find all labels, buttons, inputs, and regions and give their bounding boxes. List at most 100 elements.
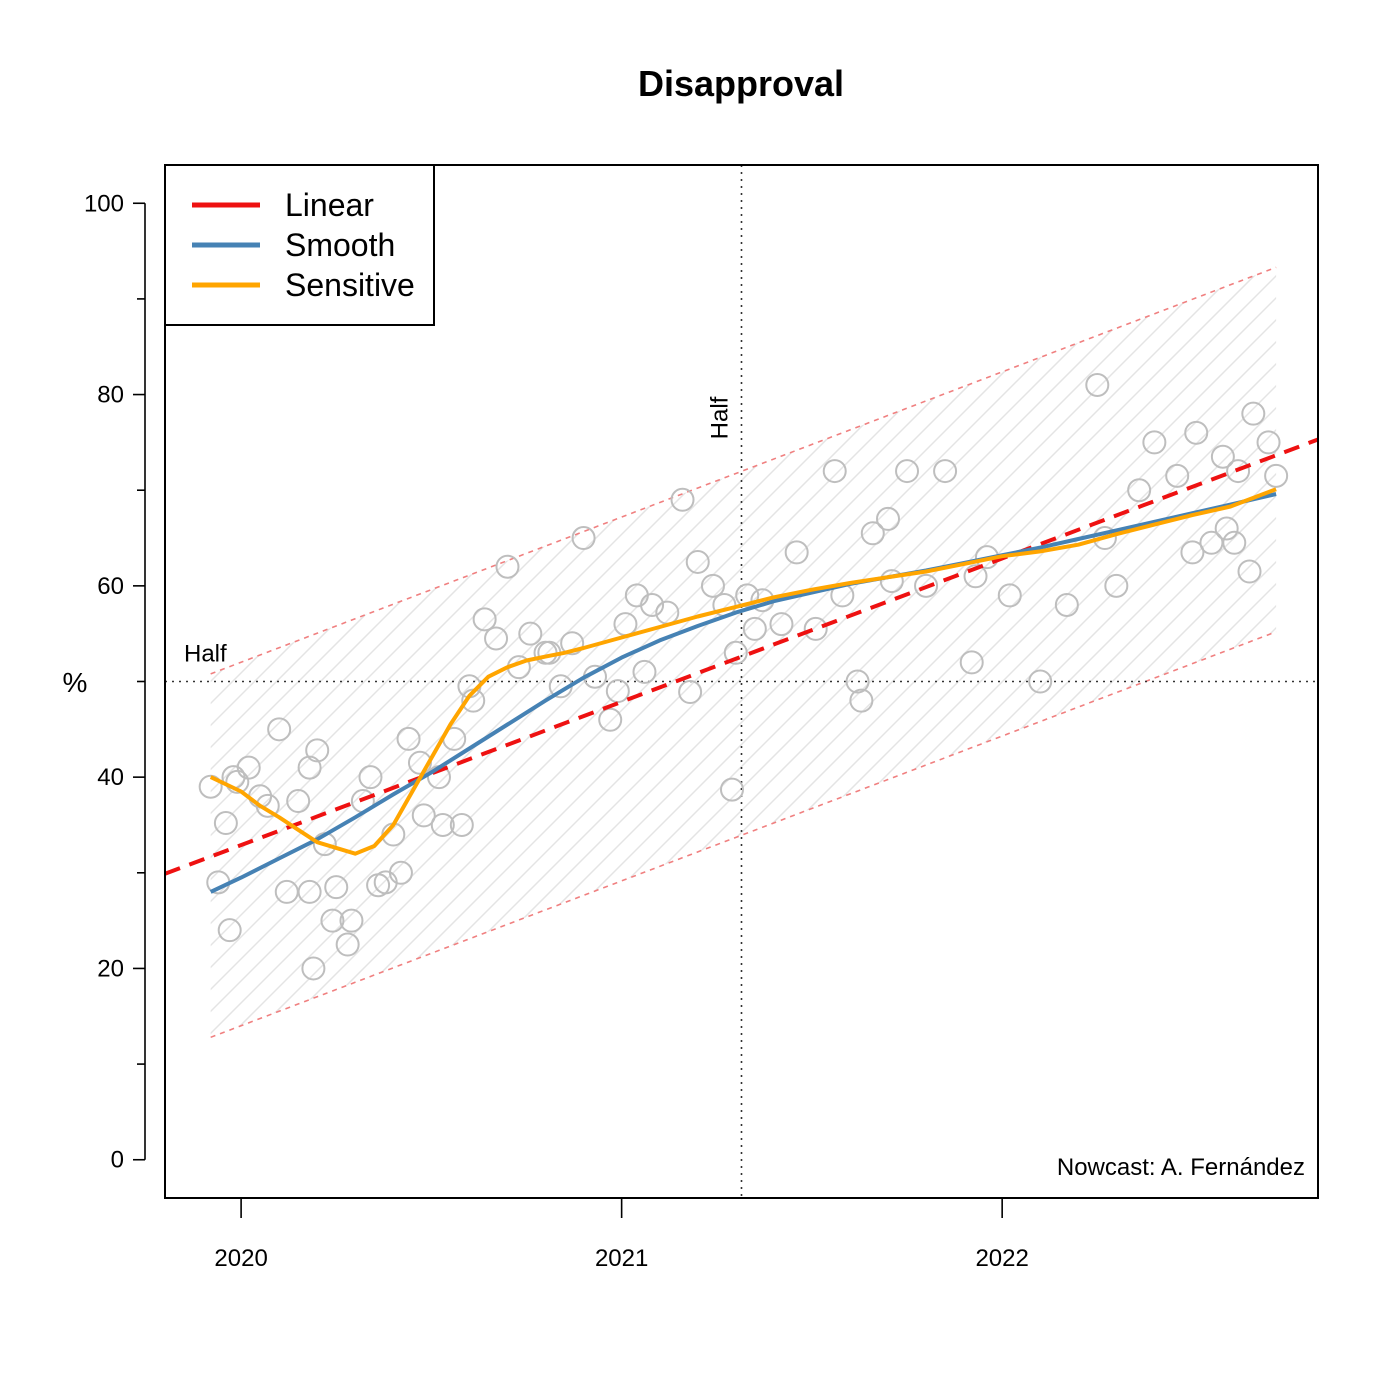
hatch-line — [210, 267, 1277, 1038]
hatch-line — [210, 267, 1277, 1038]
hatch-line — [251, 267, 1277, 1038]
hatch-line — [383, 267, 1277, 1038]
hatch-line — [559, 267, 1277, 1038]
poll-point — [1222, 530, 1247, 555]
band-lower-bound — [210, 631, 1277, 1039]
trend-lines — [165, 437, 1318, 894]
hatch-line — [210, 267, 937, 1038]
poll-point — [286, 789, 311, 814]
hatch-line — [295, 267, 1277, 1038]
poll-point — [411, 803, 436, 828]
poll-point — [1104, 573, 1129, 598]
poll-point — [895, 459, 920, 484]
poll-point — [735, 583, 760, 608]
poll-point — [860, 521, 885, 546]
hatch-line — [867, 267, 1277, 1038]
hatch-line — [210, 267, 1245, 1038]
y-tick-label: 80 — [97, 382, 124, 409]
series-line-linear — [165, 437, 1318, 876]
legend-box — [164, 164, 435, 326]
poll-point — [1264, 463, 1289, 488]
hatch-line — [210, 267, 1135, 1038]
hatch-line — [210, 267, 1277, 1038]
hatch-line — [210, 267, 1277, 1038]
y-tick-label: 20 — [97, 955, 124, 982]
hatch-line — [427, 267, 1277, 1038]
hatch-line — [1374, 0, 1400, 1300]
hatch-line — [210, 267, 1267, 1038]
hatch-line — [405, 267, 1277, 1038]
hatch-line — [1396, 0, 1400, 1300]
hatch-line — [493, 267, 1277, 1038]
hatch-line — [229, 267, 1277, 1038]
poll-point — [845, 669, 870, 694]
hatch-line — [210, 267, 1201, 1038]
hatch-line — [1043, 267, 1277, 1038]
half-vertical-label: Half — [707, 396, 734, 439]
legend-label-sensitive: Sensitive — [285, 267, 415, 303]
poll-point — [1127, 478, 1152, 503]
hatch-line — [1241, 267, 1277, 1038]
poll-point — [613, 612, 638, 637]
poll-point — [1184, 420, 1209, 445]
hatch-line — [210, 267, 959, 1038]
x-tick-label: 2022 — [975, 1245, 1028, 1272]
hatch-line — [210, 267, 1047, 1038]
hatch-line — [210, 267, 1091, 1038]
hatch-line — [779, 267, 1277, 1038]
poll-point — [217, 918, 242, 943]
hatch-line — [361, 267, 1277, 1038]
poll-point — [700, 573, 725, 598]
poll-point — [914, 573, 939, 598]
hatch-line — [317, 267, 1277, 1038]
poll-point — [784, 540, 809, 565]
hatch-line — [210, 267, 1113, 1038]
poll-point — [430, 812, 455, 837]
poll-point — [297, 879, 322, 904]
poll-point — [373, 870, 398, 895]
hatch-line — [210, 267, 1277, 1038]
poll-point — [1165, 463, 1190, 488]
hatch-line — [210, 267, 981, 1038]
y-tick-label: 100 — [84, 190, 124, 217]
poll-point — [632, 659, 657, 684]
hatch-line — [1109, 267, 1277, 1038]
poll-point — [358, 765, 383, 790]
hatch-line — [1087, 267, 1277, 1038]
hatch-line — [210, 267, 1025, 1038]
poll-point — [670, 487, 695, 512]
legend: Linear Smooth Sensitive — [164, 164, 435, 326]
legend-label-linear: Linear — [285, 187, 374, 223]
poll-point — [571, 526, 596, 551]
half-horizontal-label: Half — [184, 641, 227, 668]
hatch-line — [955, 267, 1277, 1038]
poll-point — [803, 616, 828, 641]
poll-point — [598, 707, 623, 732]
poll-point — [1237, 559, 1262, 584]
poll-point — [1210, 444, 1235, 469]
series-line-smooth — [209, 492, 1277, 894]
poll-point — [339, 908, 364, 933]
x-tick-label: 2021 — [595, 1245, 648, 1272]
hatch-line — [471, 267, 1277, 1038]
poll-point — [267, 717, 292, 742]
poll-point — [560, 631, 585, 656]
hatch-line — [1065, 267, 1277, 1038]
chart-title: Disapproval — [638, 63, 844, 104]
hatch-line — [1352, 0, 1400, 1300]
hatch-line — [210, 267, 1003, 1038]
hatch-line — [1153, 267, 1277, 1038]
poll-point — [624, 583, 649, 608]
hatch-line — [210, 267, 1277, 1038]
poll-point — [1180, 540, 1205, 565]
series-line-sensitive — [209, 487, 1277, 856]
poll-point — [484, 626, 509, 651]
hatch-line — [210, 267, 1069, 1038]
hatch-line — [1131, 267, 1277, 1038]
poll-point — [742, 616, 767, 641]
poll-point — [933, 459, 958, 484]
hatch-line — [210, 267, 915, 1038]
poll-point — [301, 956, 326, 981]
poll-point — [1092, 526, 1117, 551]
poll-point — [959, 650, 984, 675]
